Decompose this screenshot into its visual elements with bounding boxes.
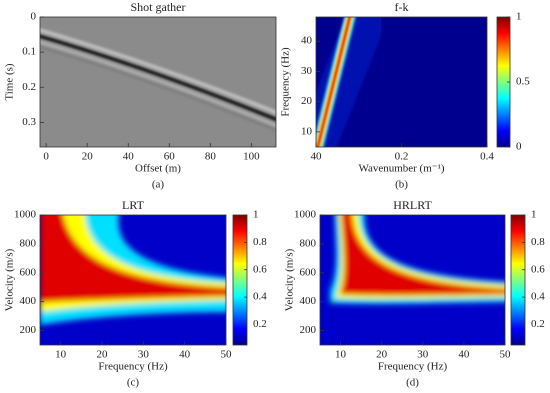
colorbar-tick-label: 1 [253,209,259,221]
colorbar-tick-label: 0 [516,141,522,153]
axes-box [39,214,227,346]
x-tick-label: 20 [97,349,109,361]
x-tick-label: 20 [82,151,94,163]
image-b [316,17,487,147]
y-axis-label: Velocity (m/s) [284,248,296,311]
y-tick-label: 0.1 [22,46,36,58]
colorbar-tick-label: 0.6 [253,263,267,275]
x-tick-label: 20 [376,349,388,361]
x-axis-label: Frequency (Hz) [98,361,168,373]
y-axis-label: Velocity (m/s) [4,248,16,311]
colorbar-tick-label: 0.5 [516,76,530,88]
x-tick-label: 40 [123,151,135,163]
x-axis-label: Wavenumber (m⁻¹) [358,163,444,175]
x-tick-label: 10 [55,349,67,361]
y-tick-label: 800 [20,237,37,249]
x-tick-label: 30 [417,349,429,361]
colorbar-tick-label: 1 [516,11,522,23]
x-tick-label: 50 [500,349,512,361]
axes-box [39,16,277,148]
y-tick-label: 30 [301,65,313,77]
y-tick-label: 200 [300,324,317,336]
colorbar-tick-label: 0.6 [531,263,545,275]
y-tick-label: 1000 [294,209,317,221]
y-tick-label: 20 [301,95,313,107]
x-axis-label: Frequency (Hz) [378,361,448,373]
x-tick-label: 40 [179,349,191,361]
x-tick-label: 30 [138,349,150,361]
colorbar-tick-label: 0.4 [253,291,267,303]
y-axis-label: Time (s) [4,63,16,101]
y-tick-label: 600 [20,266,37,278]
title: LRT [122,198,145,212]
colorbar [232,214,248,346]
x-axis-label: Offset (m) [135,163,181,175]
y-tick-label: 800 [300,237,317,249]
colorbar-tick-label: 0.8 [253,236,267,248]
image-c [40,215,226,345]
title: Shot gather [131,0,186,14]
colorbar-tick-label: 0.2 [531,318,545,330]
x-tick-label: 40 [311,151,323,163]
image-d [320,215,505,345]
colorbar [510,214,526,346]
x-tick-label: 80 [205,151,217,163]
colorbar-tick-label: 0.8 [531,236,545,248]
y-tick-label: 10 [301,125,313,137]
y-tick-label: 40 [301,35,313,47]
title: HRLRT [393,198,432,212]
y-axis-label: Frequency (Hz) [280,47,292,117]
title: f-k [395,0,409,14]
y-tick-label: 400 [300,295,317,307]
y-tick-label: 0.3 [22,116,36,128]
image-a [40,17,276,147]
x-tick-label: 0.2 [395,151,409,163]
x-tick-label: 0.4 [480,151,494,163]
colorbar-tick-label: 0.2 [253,318,267,330]
y-tick-label: 0 [31,11,37,23]
y-tick-label: 600 [300,266,317,278]
axes-box [319,214,506,346]
colorbar-tick-label: 1 [531,209,537,221]
y-tick-label: 200 [20,324,37,336]
y-tick-label: 400 [20,295,37,307]
caption: (d) [406,377,419,389]
caption: (c) [127,377,140,389]
y-tick-label: 0.2 [22,81,36,93]
x-tick-label: 40 [458,349,470,361]
caption: (b) [395,179,408,191]
caption: (a) [152,179,165,191]
x-tick-label: 0 [43,151,49,163]
colorbar-tick-label: 0.4 [531,291,545,303]
x-tick-label: 60 [164,151,176,163]
x-tick-label: 50 [221,349,233,361]
y-tick-label: 1000 [14,209,37,221]
x-tick-label: 100 [243,151,260,163]
x-tick-label: 10 [335,349,347,361]
